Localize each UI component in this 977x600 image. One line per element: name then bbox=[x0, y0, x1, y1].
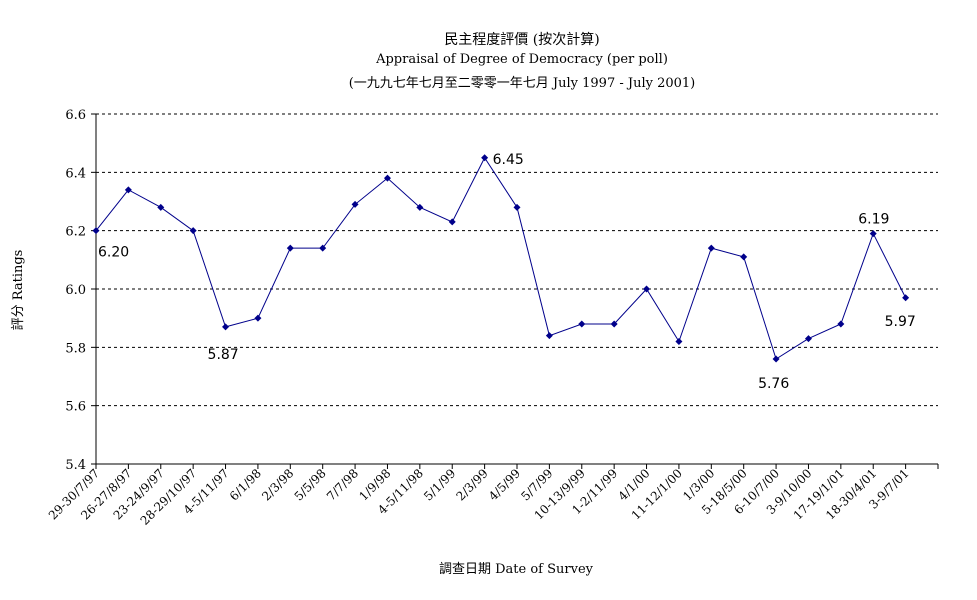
x-axis-label: 調查日期 Date of Survey bbox=[439, 562, 594, 577]
data-point-marker bbox=[124, 186, 132, 194]
data-point-marker bbox=[189, 227, 197, 235]
data-point-marker bbox=[837, 320, 845, 328]
x-tick-label: 2/3/99 bbox=[454, 466, 491, 503]
chart-subtitle-date-range: (一九九七年七月至二零零一年七月 July 1997 - July 2001) bbox=[349, 76, 696, 91]
gridlines bbox=[91, 113, 938, 465]
y-tick-label: 5.4 bbox=[65, 458, 86, 473]
data-point-marker bbox=[416, 203, 424, 211]
y-tick-label: 5.6 bbox=[65, 400, 86, 415]
data-label: 6.20 bbox=[98, 245, 129, 261]
chart-subtitle: Appraisal of Degree of Democracy (per po… bbox=[375, 52, 668, 67]
data-label: 6.19 bbox=[858, 212, 889, 228]
y-tick-labels: 5.4 5.6 5.8 6.0 6.2 6.4 6.6 bbox=[65, 108, 86, 473]
data-point-marker bbox=[610, 320, 618, 328]
data-point-marker bbox=[578, 320, 586, 328]
data-point-marker bbox=[92, 227, 100, 235]
data-point-marker bbox=[902, 294, 910, 302]
data-point-marker bbox=[545, 332, 553, 340]
series-line bbox=[95, 156, 907, 360]
data-point-marker bbox=[286, 244, 294, 252]
y-tick-label: 6.2 bbox=[65, 225, 86, 240]
series-ratings bbox=[92, 154, 910, 363]
data-point-marker bbox=[869, 230, 877, 238]
x-tick-label: 5/1/99 bbox=[421, 466, 458, 503]
y-tick-label: 5.8 bbox=[65, 341, 86, 356]
data-label: 5.87 bbox=[208, 347, 239, 363]
data-point-marker bbox=[351, 200, 359, 208]
x-tick-labels: 29-30/7/9726-27/8/9723-24/9/9728-29/10/9… bbox=[46, 464, 939, 528]
chart-title: 民主程度評價 (按次計算) bbox=[444, 31, 599, 48]
data-point-marker bbox=[513, 203, 521, 211]
data-label: 6.45 bbox=[493, 152, 524, 168]
y-tick-label: 6.0 bbox=[65, 283, 86, 298]
y-tick-label: 6.4 bbox=[65, 166, 86, 181]
y-axis-label: 評分 Ratings bbox=[11, 250, 26, 331]
data-point-marker bbox=[643, 285, 651, 293]
data-point-marker bbox=[772, 355, 780, 363]
data-point-marker bbox=[222, 323, 230, 331]
data-point-marker bbox=[254, 314, 262, 322]
x-tick-label: 2/3/98 bbox=[259, 466, 296, 503]
x-tick-label: 4/5/99 bbox=[486, 466, 523, 503]
x-tick-label: 5/5/98 bbox=[292, 466, 329, 503]
data-point-marker bbox=[675, 338, 683, 345]
y-tick-label: 6.6 bbox=[65, 108, 86, 123]
x-tick-label: 6/1/98 bbox=[227, 466, 264, 503]
data-point-marker bbox=[740, 253, 748, 261]
data-label: 5.76 bbox=[758, 376, 789, 392]
data-point-marker bbox=[707, 244, 715, 252]
data-point-marker bbox=[481, 154, 489, 162]
data-point-marker bbox=[448, 218, 456, 226]
data-point-marker bbox=[804, 335, 812, 343]
data-point-marker bbox=[157, 203, 165, 211]
x-tick-label: 7/7/98 bbox=[324, 466, 361, 503]
data-labels: 6.20 5.87 6.45 5.76 6.19 5.97 bbox=[98, 152, 916, 392]
data-label: 5.97 bbox=[885, 314, 916, 330]
data-point-marker bbox=[319, 244, 327, 252]
data-point-marker bbox=[383, 174, 391, 182]
